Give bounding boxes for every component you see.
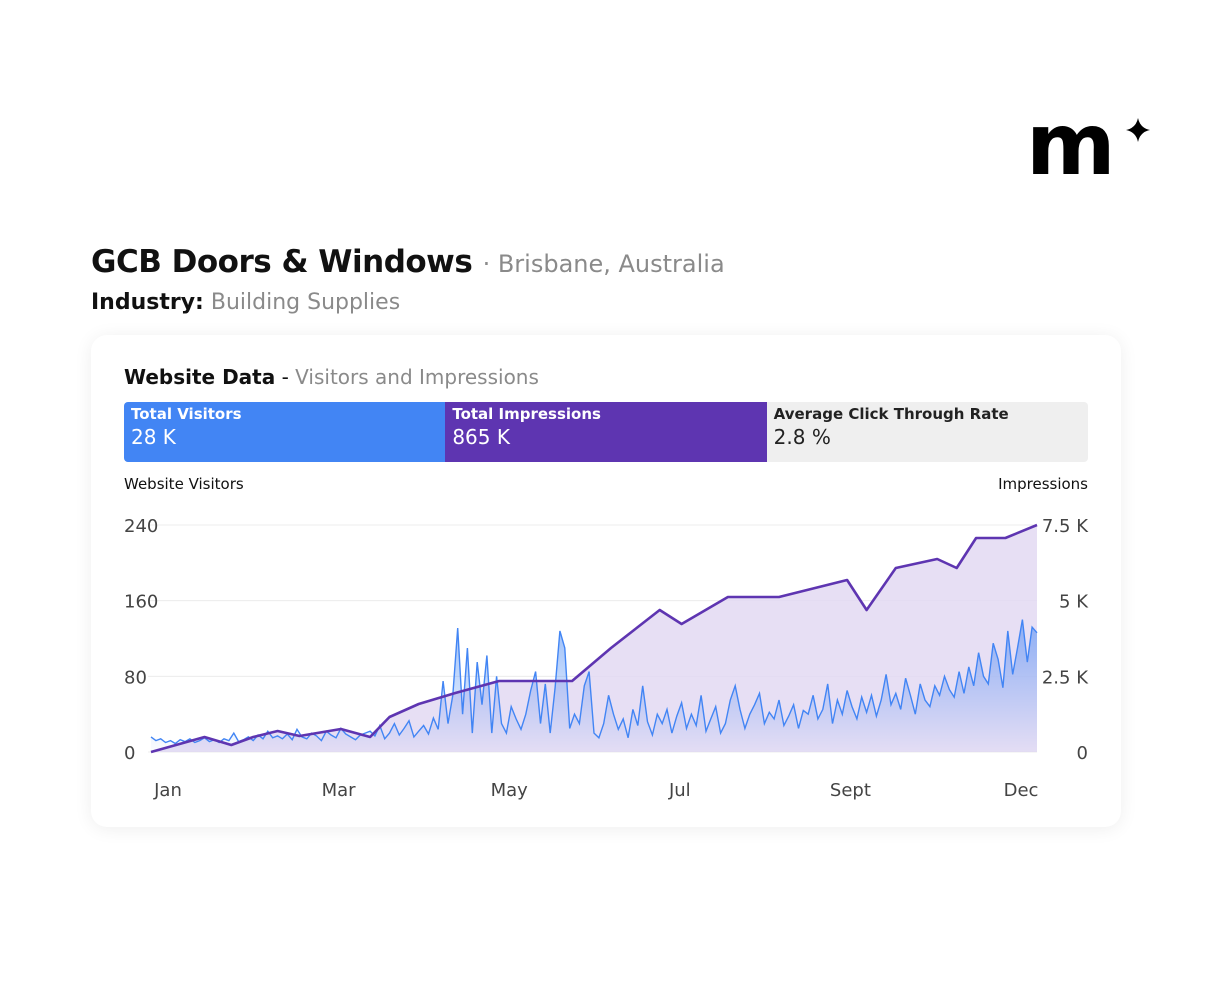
- stat-label: Total Visitors: [131, 405, 242, 423]
- stat-total-impressions: Total Impressions 865 K: [445, 402, 767, 462]
- stat-average-ctr: Average Click Through Rate 2.8 %: [766, 402, 1088, 462]
- card-title-main: Website Data: [124, 365, 276, 389]
- stat-value: 2.8 %: [773, 425, 831, 449]
- stats-bar: Total Visitors 28 K Total Impressions 865 …: [124, 402, 1088, 462]
- industry-line: Industry: Building Supplies: [91, 290, 400, 315]
- brand-logo: m: [1026, 108, 1150, 183]
- y-tick-label: 0: [124, 743, 135, 764]
- y-axis-title: Website Visitors: [124, 475, 244, 493]
- visitors-line: [150, 619, 1038, 745]
- impressions-line: [150, 523, 1038, 754]
- stat-label: Total Impressions: [452, 405, 601, 423]
- stat-value: 28 K: [131, 425, 176, 449]
- card-title-separator: -: [275, 365, 296, 389]
- x-tick-label: Mar: [322, 780, 357, 801]
- sparkle-icon: [1126, 118, 1150, 142]
- svg-text:m: m: [1026, 108, 1112, 183]
- x-tick-label: May: [491, 780, 529, 801]
- y-tick-label: 160: [124, 592, 158, 613]
- industry-label: Industry:: [91, 290, 204, 315]
- y2-tick-label: 7.5 K: [1042, 516, 1089, 537]
- impressions-area: [151, 525, 1037, 752]
- x-tick-label: Dec: [1004, 780, 1039, 801]
- card-subtitle: Visitors and Impressions: [295, 365, 539, 389]
- visitors-area: [151, 619, 1037, 752]
- company-location: · Brisbane, Australia: [482, 250, 725, 278]
- x-tick-label: Sept: [830, 780, 871, 801]
- y2-tick-label: 0: [1077, 743, 1088, 764]
- y2-axis-title: Impressions: [998, 475, 1088, 493]
- y-tick-label: 80: [124, 667, 147, 688]
- stat-total-visitors: Total Visitors 28 K: [124, 402, 446, 462]
- stat-label: Average Click Through Rate: [773, 405, 1009, 423]
- y-tick-label: 240: [124, 516, 158, 537]
- card-title: Website Data - Visitors and Impressions: [124, 365, 539, 389]
- x-tick-label: Jan: [153, 780, 182, 801]
- x-tick-label: Jul: [668, 780, 691, 801]
- y2-tick-label: 5 K: [1059, 592, 1089, 613]
- y2-tick-label: 2.5 K: [1042, 667, 1089, 688]
- company-name: GCB Doors & Windows: [91, 244, 473, 280]
- stat-value: 865 K: [452, 425, 510, 449]
- industry-value: Building Supplies: [210, 290, 401, 315]
- company-title: GCB Doors & Windows · Brisbane, Australi…: [91, 244, 725, 280]
